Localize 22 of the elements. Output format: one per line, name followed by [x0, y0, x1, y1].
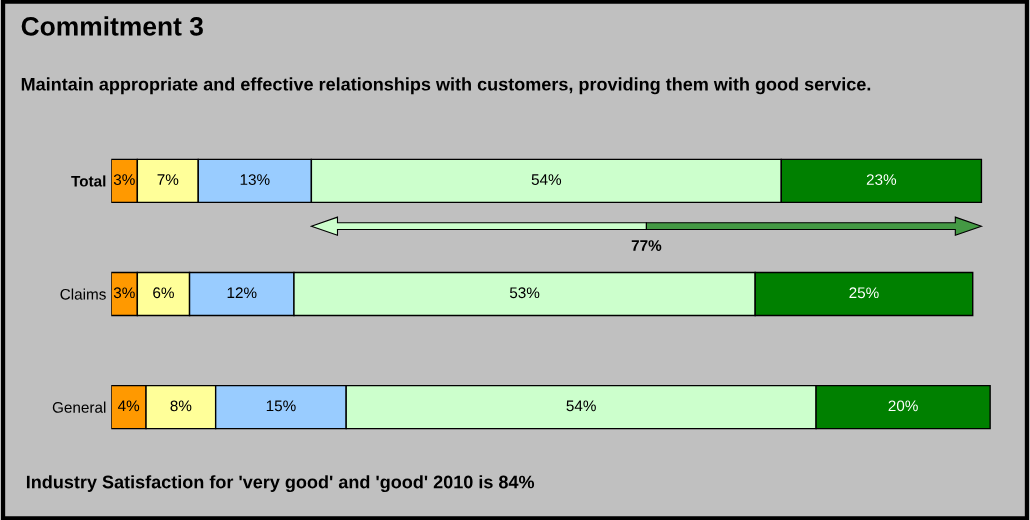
data-label: 13%	[240, 174, 270, 186]
chart-title: Commitment 3	[21, 16, 203, 36]
data-label: 25%	[849, 287, 879, 299]
data-label: 23%	[866, 174, 897, 186]
annotation: 77%	[631, 240, 662, 251]
chart-subtitle: Maintain appropriate and effective relationships with customers, providing them with good service.	[21, 77, 871, 95]
y-tick-label: General	[52, 401, 106, 413]
data-label: 54%	[566, 400, 596, 412]
data-label: 8%	[170, 400, 192, 412]
y-tick-label: Total	[71, 175, 106, 187]
data-label: 6%	[153, 287, 174, 299]
data-label: 7%	[157, 174, 179, 185]
y-tick-label: Claims	[60, 288, 106, 300]
data-label: 53%	[509, 287, 540, 299]
data-label: 3%	[113, 287, 135, 299]
data-label: 54%	[531, 174, 562, 186]
text: Industry Satisfaction for 'very good' and 'good' 2010 is 84%	[26, 475, 535, 493]
data-label: 20%	[888, 400, 918, 412]
data-label: 12%	[227, 287, 257, 299]
data-label: 15%	[266, 400, 296, 412]
data-label: 4%	[117, 400, 140, 412]
data-label: 3%	[113, 174, 135, 186]
